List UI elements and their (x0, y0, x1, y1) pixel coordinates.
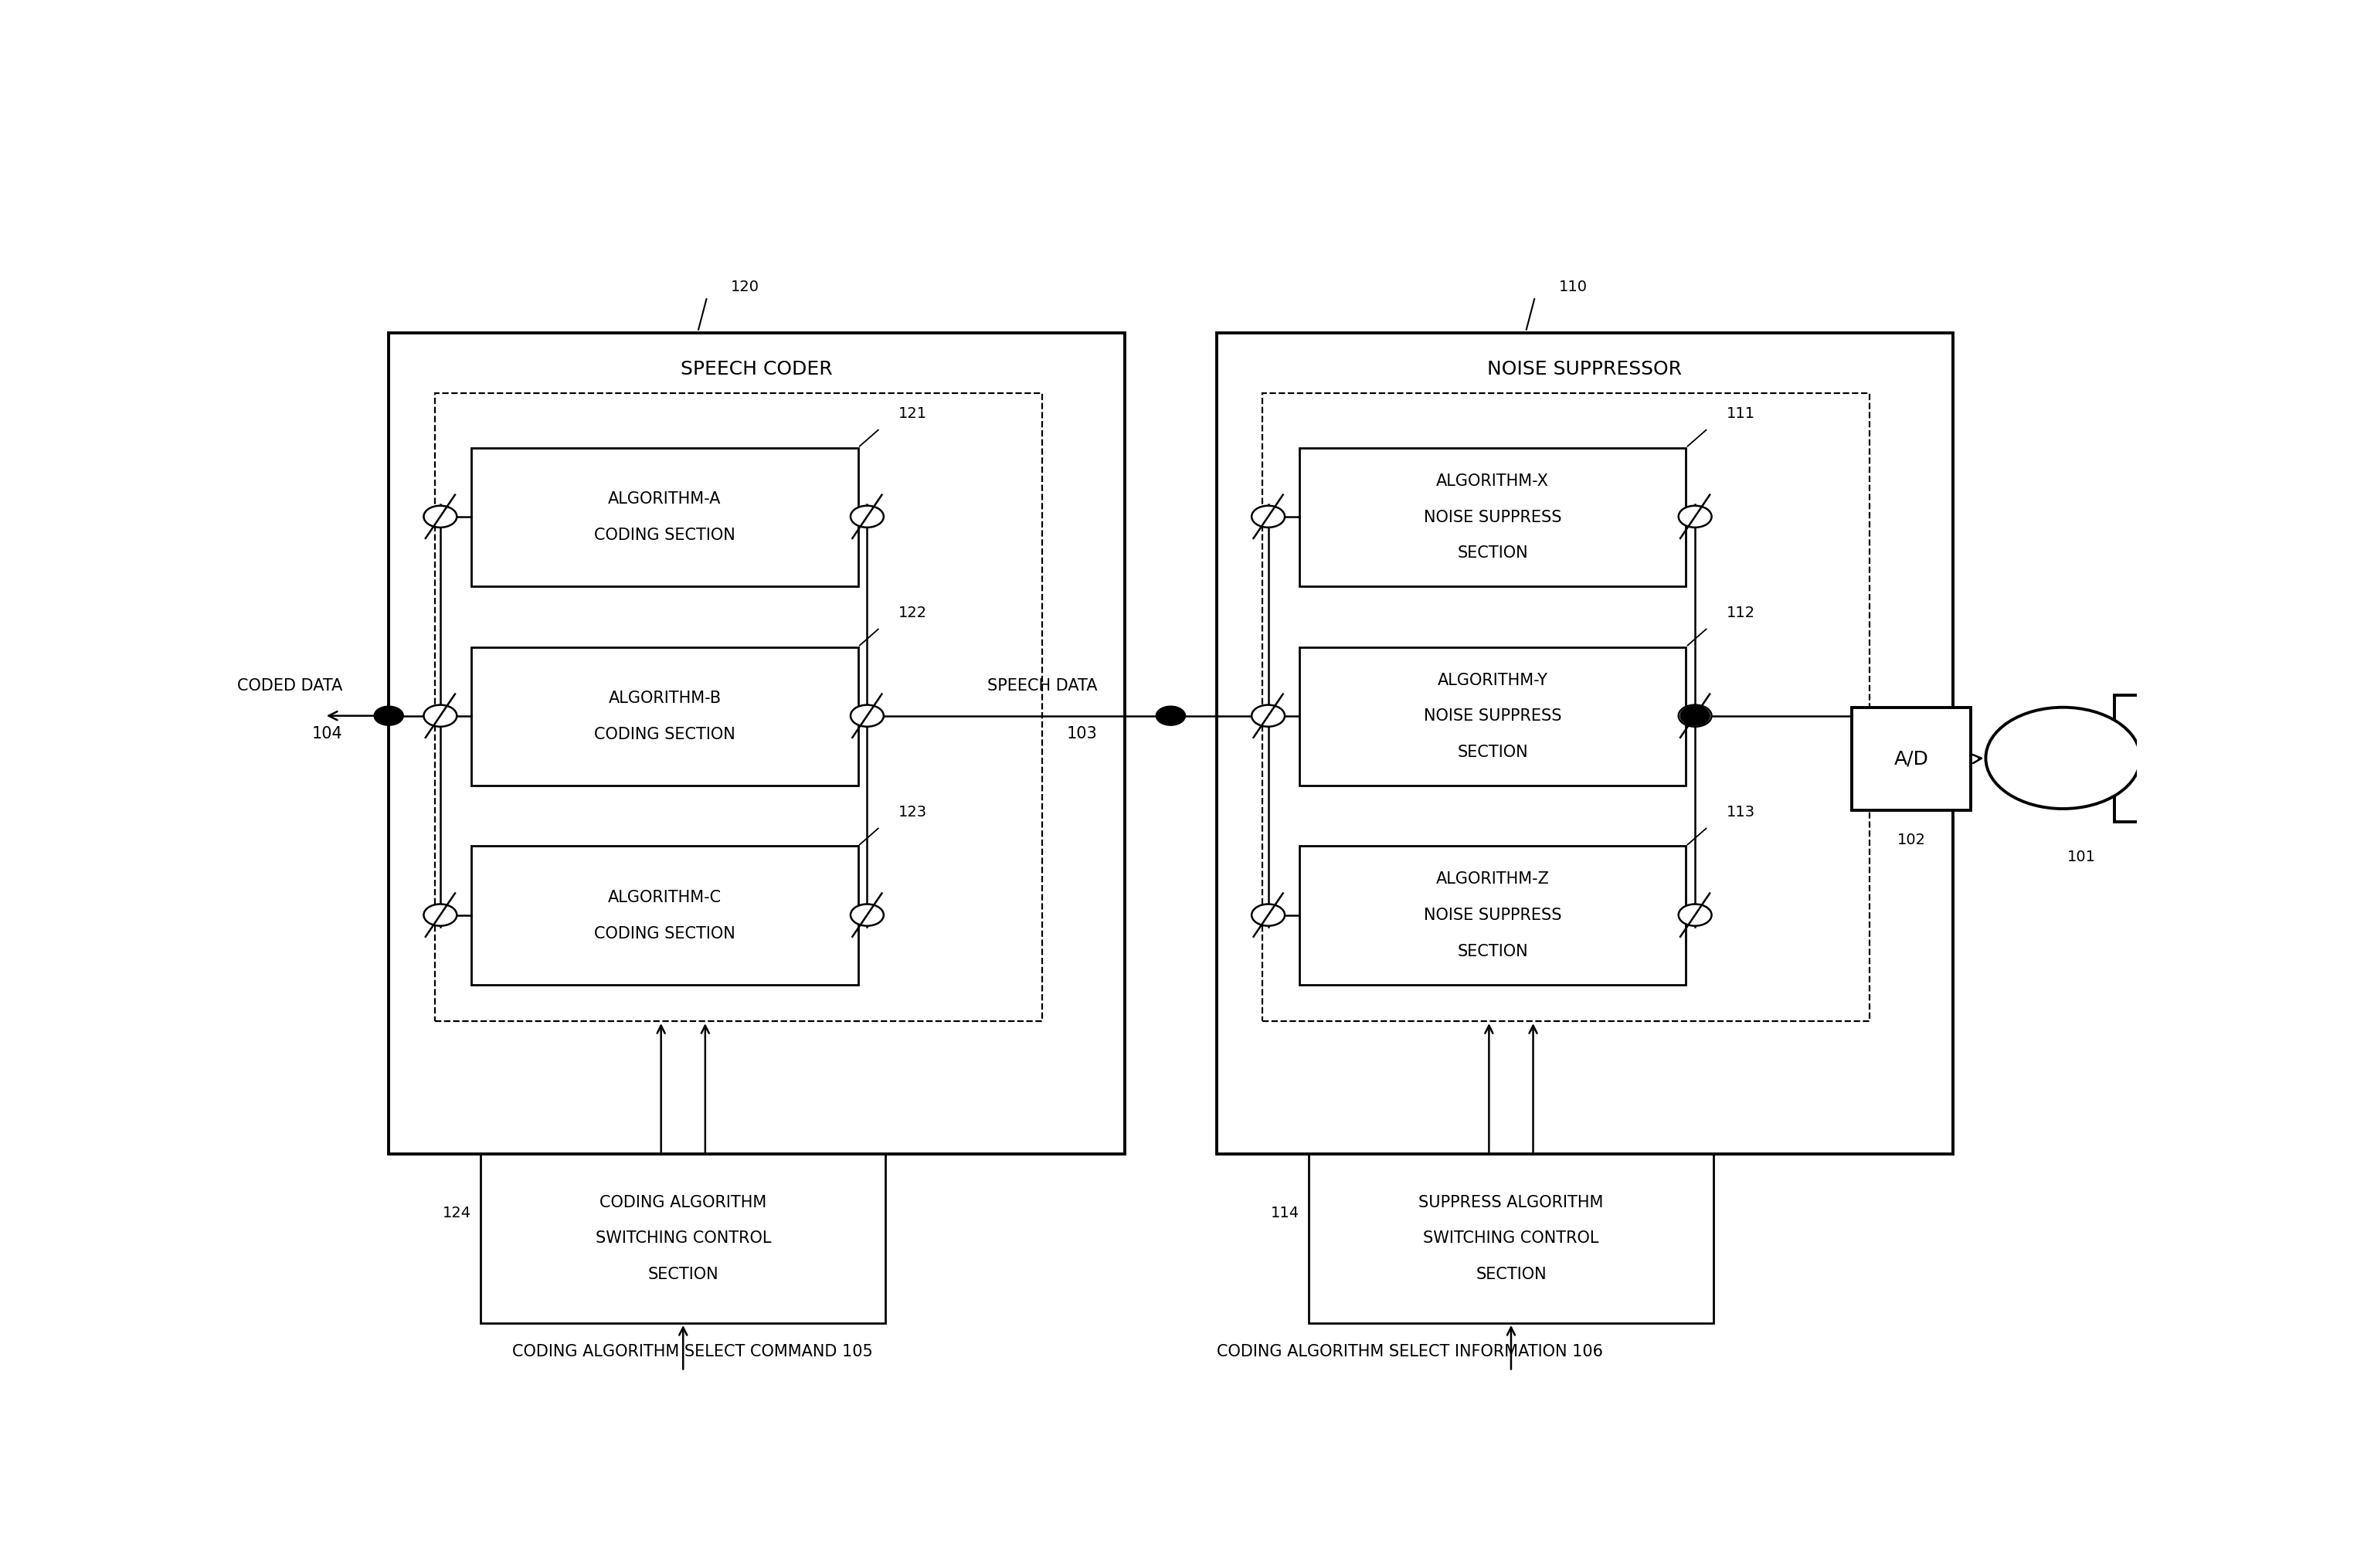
Text: 112: 112 (1726, 605, 1754, 621)
Text: 120: 120 (731, 279, 760, 295)
Text: SPEECH DATA: SPEECH DATA (988, 677, 1097, 693)
Circle shape (1681, 706, 1709, 726)
Circle shape (423, 506, 456, 527)
Circle shape (1985, 707, 2141, 809)
Text: 124: 124 (444, 1206, 472, 1220)
Circle shape (850, 506, 883, 527)
Bar (472, 448, 857, 586)
Text: 121: 121 (897, 406, 928, 422)
Text: 104: 104 (311, 726, 342, 742)
Text: SECTION: SECTION (1458, 745, 1529, 760)
Bar (1299, 648, 1686, 786)
Text: CODING ALGORITHM SELECT COMMAND 105: CODING ALGORITHM SELECT COMMAND 105 (513, 1344, 874, 1359)
Circle shape (1251, 506, 1284, 527)
Circle shape (423, 905, 456, 925)
Text: ALGORITHM-A: ALGORITHM-A (608, 491, 722, 506)
Circle shape (850, 905, 883, 925)
Circle shape (1678, 905, 1712, 925)
Bar (2115, 695, 2156, 822)
Text: ALGORITHM-C: ALGORITHM-C (608, 889, 722, 905)
Bar (389, 332, 1125, 1154)
Text: CODED DATA: CODED DATA (237, 677, 342, 693)
Text: SWITCHING CONTROL: SWITCHING CONTROL (1422, 1231, 1600, 1247)
Circle shape (1678, 506, 1712, 527)
Text: 111: 111 (1726, 406, 1754, 422)
Circle shape (850, 706, 883, 726)
Text: SUPPRESS ALGORITHM: SUPPRESS ALGORITHM (1420, 1195, 1602, 1210)
Bar (480, 1154, 886, 1323)
Text: ALGORITHM-Z: ALGORITHM-Z (1436, 872, 1550, 887)
Text: ALGORITHM-Y: ALGORITHM-Y (1436, 673, 1548, 688)
Text: CODING SECTION: CODING SECTION (594, 927, 736, 941)
Bar (1852, 707, 1970, 811)
Text: NOISE SUPPRESSOR: NOISE SUPPRESSOR (1486, 361, 1683, 378)
Text: NOISE SUPPRESS: NOISE SUPPRESS (1424, 709, 1562, 724)
Circle shape (423, 706, 456, 726)
Text: SECTION: SECTION (1477, 1267, 1545, 1283)
Text: 123: 123 (897, 804, 928, 820)
Circle shape (1251, 706, 1284, 726)
Text: NOISE SUPPRESS: NOISE SUPPRESS (1424, 908, 1562, 924)
Text: SWITCHING CONTROL: SWITCHING CONTROL (596, 1231, 772, 1247)
Text: SECTION: SECTION (1458, 546, 1529, 561)
Text: CODING SECTION: CODING SECTION (594, 527, 736, 543)
Text: 114: 114 (1270, 1206, 1299, 1220)
Text: SECTION: SECTION (648, 1267, 719, 1283)
Text: ALGORITHM-X: ALGORITHM-X (1436, 474, 1548, 489)
Text: 122: 122 (897, 605, 928, 621)
Text: A/D: A/D (1894, 750, 1928, 768)
Circle shape (1156, 706, 1185, 726)
Text: 101: 101 (2068, 850, 2096, 864)
Bar (1215, 332, 1954, 1154)
Bar (472, 648, 857, 786)
Text: CODING ALGORITHM: CODING ALGORITHM (601, 1195, 767, 1210)
Text: ALGORITHM-B: ALGORITHM-B (608, 690, 722, 706)
Bar (1263, 394, 1871, 1021)
Text: CODING SECTION: CODING SECTION (594, 726, 736, 742)
Text: SPEECH CODER: SPEECH CODER (681, 361, 833, 378)
Bar (472, 847, 857, 985)
Bar (434, 394, 1042, 1021)
Text: 102: 102 (1897, 833, 1925, 847)
Text: CODING ALGORITHM SELECT INFORMATION 106: CODING ALGORITHM SELECT INFORMATION 106 (1218, 1344, 1602, 1359)
Text: NOISE SUPPRESS: NOISE SUPPRESS (1424, 510, 1562, 525)
Bar (1308, 1154, 1714, 1323)
Bar (1299, 847, 1686, 985)
Text: 103: 103 (1066, 726, 1097, 742)
Text: 110: 110 (1560, 279, 1588, 295)
Circle shape (1678, 706, 1712, 726)
Circle shape (1251, 905, 1284, 925)
Bar (1299, 448, 1686, 586)
Text: SECTION: SECTION (1458, 944, 1529, 960)
Circle shape (375, 706, 404, 726)
Text: 113: 113 (1726, 804, 1754, 820)
